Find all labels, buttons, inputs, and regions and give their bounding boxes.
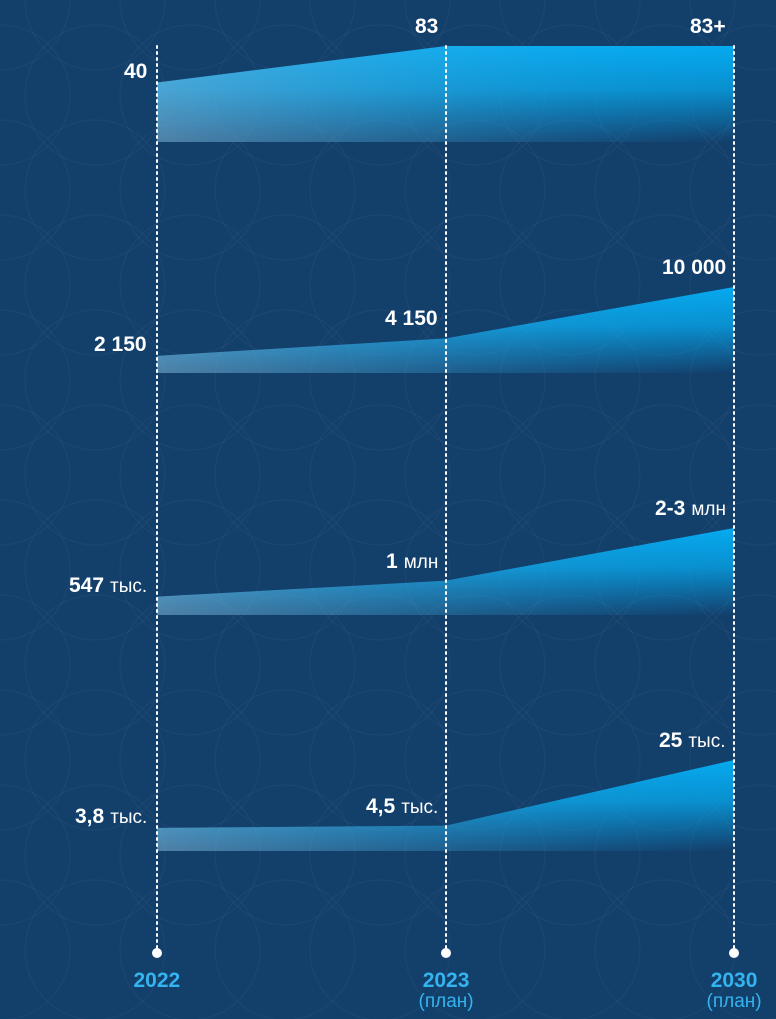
pattern-ring: [0, 214, 71, 356]
pattern-ring: [594, 594, 736, 736]
pattern-ring: [214, 689, 356, 831]
pattern-ring: [24, 404, 166, 546]
pattern-ring: [214, 214, 356, 356]
pattern-ring: [24, 784, 166, 926]
pattern-ring: [309, 214, 451, 356]
pattern-ring: [499, 879, 641, 1019]
pattern-ring: [689, 689, 776, 831]
pattern-ring: [119, 499, 261, 641]
pattern-ring: [119, 784, 261, 926]
value-label: 25 тыс.: [659, 729, 726, 752]
pattern-ring: [214, 309, 356, 451]
pattern-ring: [0, 594, 71, 736]
pattern-ring: [0, 879, 71, 1019]
pattern-ring: [0, 499, 71, 641]
pattern-ring: [24, 214, 166, 356]
value-label: 547 тыс.: [69, 573, 148, 597]
value-label: 83: [415, 15, 439, 38]
pattern-ring: [499, 309, 641, 451]
pattern-ring: [689, 0, 776, 71]
pattern-ring: [214, 0, 356, 71]
pattern-ring: [309, 784, 451, 926]
pattern-ring: [0, 404, 71, 546]
year-label: 2022: [133, 969, 181, 992]
year-guides: [152, 45, 739, 958]
pattern-ring: [24, 24, 166, 166]
pattern-ring: [24, 0, 166, 71]
pattern-ring: [24, 689, 166, 831]
pattern-ring: [214, 784, 356, 926]
year-dot: [152, 948, 162, 958]
pattern-ring: [594, 404, 736, 546]
value-label: 4 150: [385, 307, 438, 331]
pattern-ring: [404, 594, 546, 736]
pattern-ring: [404, 404, 546, 546]
value-label: 4,5 тыс.: [366, 794, 439, 818]
value-label: 10 000: [662, 256, 727, 279]
pattern-ring: [24, 119, 166, 261]
value-label: 40: [124, 59, 148, 83]
pattern-ring: [0, 309, 71, 451]
pattern-ring: [689, 119, 776, 261]
pattern-ring: [0, 784, 71, 926]
pattern-ring: [0, 689, 71, 831]
pattern-ring: [689, 784, 776, 926]
value-label: 3,8 тыс.: [75, 804, 148, 828]
pattern-ring: [689, 404, 776, 546]
area-band-shade-3: [157, 528, 734, 615]
pattern-ring: [689, 879, 776, 1019]
pattern-ring: [119, 309, 261, 451]
year-dot: [729, 948, 739, 958]
pattern-ring: [689, 214, 776, 356]
pattern-ring: [24, 879, 166, 1019]
pattern-ring: [499, 404, 641, 546]
pattern-ring: [309, 499, 451, 641]
pattern-ring: [499, 784, 641, 926]
pattern-ring: [214, 404, 356, 546]
pattern-ring: [119, 879, 261, 1019]
pattern-ring: [499, 594, 641, 736]
pattern-ring: [0, 119, 71, 261]
pattern-ring: [689, 309, 776, 451]
pattern-ring: [214, 594, 356, 736]
pattern-ring: [404, 784, 546, 926]
value-label: 2-3 млн: [655, 497, 727, 520]
pattern-ring: [309, 309, 451, 451]
pattern-ring: [24, 594, 166, 736]
area-band-shade-4: [157, 760, 734, 851]
value-label: 1 млн: [386, 549, 439, 573]
value-label: 83+: [690, 15, 726, 38]
pattern-ring: [119, 0, 261, 71]
pattern-ring: [214, 499, 356, 641]
pattern-ring: [24, 309, 166, 451]
pattern-ring: [404, 879, 546, 1019]
pattern-ring: [309, 594, 451, 736]
pattern-ring: [404, 309, 546, 451]
pattern-ring: [214, 879, 356, 1019]
pattern-ring: [119, 594, 261, 736]
pattern-ring: [0, 24, 71, 166]
year-label: 2023 (план): [418, 969, 474, 1012]
pattern-ring: [24, 499, 166, 641]
year-label: 2030 (план): [706, 969, 762, 1012]
pattern-ring: [689, 594, 776, 736]
area-band-shade-2: [157, 287, 734, 373]
year-dot: [441, 948, 451, 958]
pattern-ring: [119, 404, 261, 546]
pattern-ring: [309, 404, 451, 546]
value-label: 2 150: [94, 332, 147, 356]
